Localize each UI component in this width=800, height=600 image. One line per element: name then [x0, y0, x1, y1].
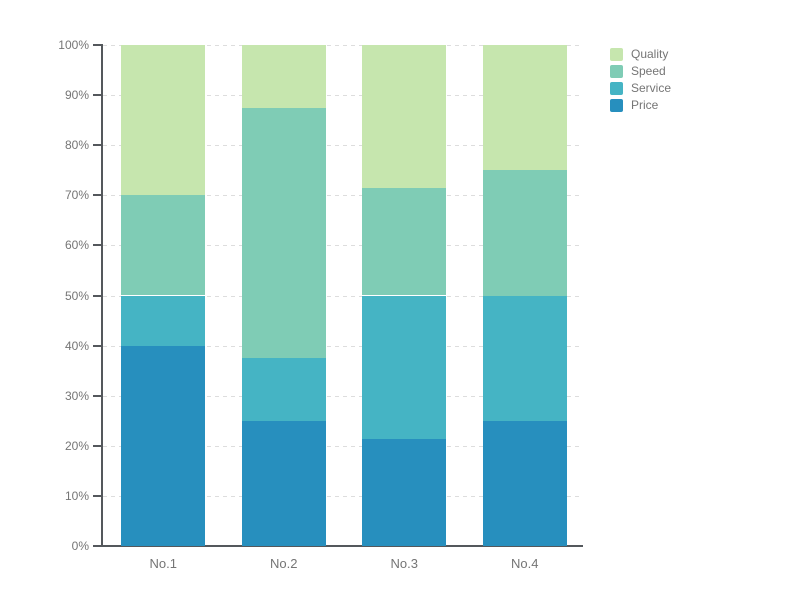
bar-segment-No1-quality[interactable]: [121, 45, 206, 196]
y-tick-80: [93, 144, 101, 147]
y-tick-label-60: 60%: [64, 238, 89, 253]
x-label-No4: No.4: [511, 556, 539, 571]
gridline-60: [103, 245, 581, 247]
bar-segment-No4-price[interactable]: [482, 420, 567, 546]
legend-label-quality: Quality: [631, 47, 669, 61]
bar-segment-No4-service[interactable]: [482, 295, 567, 421]
x-label-No1: No.1: [149, 556, 177, 571]
y-tick-30: [93, 394, 101, 397]
legend-label-price: Price: [631, 98, 659, 112]
bar-segment-No4-speed[interactable]: [482, 170, 567, 296]
legend-swatch-quality: [610, 48, 623, 61]
gridline-80: [103, 145, 581, 147]
y-tick-label-10: 10%: [64, 488, 89, 503]
legend-item-price[interactable]: Price: [610, 97, 671, 114]
bar-segment-No3-quality[interactable]: [362, 45, 447, 189]
y-tick-90: [93, 94, 101, 97]
bar-segment-No1-service[interactable]: [121, 295, 206, 346]
x-label-No3: No.3: [390, 556, 418, 571]
bar-segment-No2-speed[interactable]: [241, 107, 326, 359]
x-axis-line: [93, 545, 583, 547]
legend-label-service: Service: [631, 81, 672, 95]
bar-segment-No2-service[interactable]: [241, 358, 326, 421]
gridline-30: [103, 395, 581, 397]
bar-segment-No2-price[interactable]: [241, 420, 326, 546]
legend-swatch-service: [610, 82, 623, 95]
y-tick-60: [93, 244, 101, 247]
x-label-No2: No.2: [270, 556, 298, 571]
y-tick-label-40: 40%: [64, 338, 89, 353]
y-tick-label-30: 30%: [64, 388, 89, 403]
gridline-50: [103, 295, 581, 297]
y-tick-label-70: 70%: [64, 188, 89, 203]
y-tick-label-0: 0%: [71, 539, 89, 553]
y-tick-label-100: 100%: [58, 38, 89, 52]
gridline-70: [103, 195, 581, 197]
gridline-10: [103, 495, 581, 497]
legend-item-quality[interactable]: Quality: [610, 46, 671, 63]
gridline-40: [103, 345, 581, 347]
y-tick-label-90: 90%: [64, 88, 89, 103]
bar-segment-No1-price[interactable]: [121, 345, 206, 546]
bar-segment-No4-quality[interactable]: [482, 45, 567, 171]
legend-item-speed[interactable]: Speed: [610, 63, 671, 80]
y-tick-label-50: 50%: [64, 288, 89, 303]
y-tick-100: [93, 44, 101, 46]
y-tick-0: [93, 545, 101, 547]
bar-segment-No3-speed[interactable]: [362, 188, 447, 296]
gridline-100: [103, 45, 581, 46]
bar-segment-No3-service[interactable]: [362, 295, 447, 439]
y-tick-20: [93, 444, 101, 447]
bar-segment-No3-price[interactable]: [362, 438, 447, 546]
y-tick-label-80: 80%: [64, 138, 89, 153]
y-axis-line: [101, 44, 103, 547]
bar-segment-No1-speed[interactable]: [121, 195, 206, 296]
y-tick-40: [93, 344, 101, 347]
legend: Quality Speed Service Price: [610, 46, 671, 114]
legend-swatch-price: [610, 99, 623, 112]
legend-swatch-speed: [610, 65, 623, 78]
legend-item-service[interactable]: Service: [610, 80, 671, 97]
legend-label-speed: Speed: [631, 64, 666, 78]
y-tick-50: [93, 294, 101, 297]
bar-segment-No2-quality[interactable]: [241, 45, 326, 108]
y-tick-10: [93, 494, 101, 497]
y-tick-label-20: 20%: [64, 438, 89, 453]
y-tick-70: [93, 194, 101, 197]
gridline-20: [103, 445, 581, 447]
gridline-90: [103, 95, 581, 97]
